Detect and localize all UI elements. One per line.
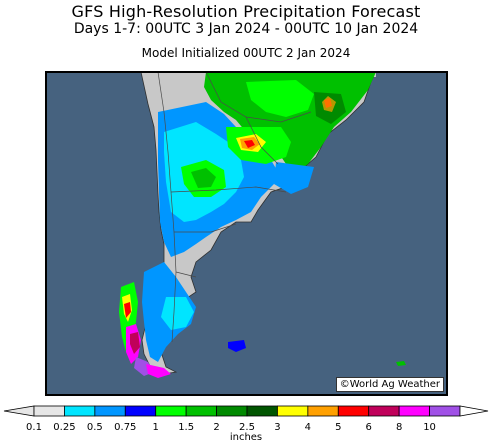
colorbar-tick-label: 0.1 — [26, 422, 42, 433]
map-canvas — [46, 72, 447, 395]
colorbar-segment — [94, 405, 126, 417]
colorbar-segment — [277, 405, 309, 417]
colorbar-tick-label: 2 — [213, 422, 220, 433]
colorbar-tick-label: 8 — [395, 422, 403, 433]
colorbar-tick-label: 4 — [304, 422, 312, 433]
colorbar-tick-label: 3 — [274, 422, 281, 433]
political-borders — [157, 72, 312, 343]
colorbar-segment — [33, 405, 65, 417]
precipitation-colorbar — [3, 405, 489, 417]
colorbar-tick-label: 5 — [335, 422, 342, 433]
colorbar-segment — [246, 405, 278, 417]
copyright-credit: ©World Ag Weather — [335, 377, 444, 392]
colorbar-high-arrow — [459, 405, 489, 417]
map-title: GFS High-Resolution Precipitation Foreca… — [71, 2, 421, 21]
precipitation-overlay — [119, 72, 406, 378]
colorbar-tick-label: 6 — [365, 422, 372, 433]
colorbar-segment — [429, 405, 461, 417]
colorbar-segment — [337, 405, 370, 417]
colorbar-segment — [368, 405, 400, 417]
colorbar-tick-label: 1.5 — [178, 422, 195, 433]
colorbar-segment — [64, 405, 96, 417]
colorbar-segment — [216, 405, 248, 417]
colorbar-segment — [185, 405, 217, 417]
colorbar-segment — [155, 405, 187, 417]
colorbar-low-arrow — [3, 405, 35, 417]
colorbar-tick-label: 2.5 — [239, 422, 255, 433]
forecast-period: Days 1-7: 00UTC 3 Jan 2024 - 00UTC 10 Ja… — [73, 21, 419, 37]
colorbar-segment — [307, 405, 339, 417]
colorbar-tick-label: 0.75 — [114, 422, 137, 433]
colorbar-tick-label: 1 — [152, 422, 159, 433]
colorbar-segment — [398, 405, 430, 417]
colorbar-tick-label: 0.25 — [53, 422, 76, 433]
colorbar-tick-label: 0.5 — [86, 422, 103, 433]
map-frame — [46, 72, 447, 395]
colorbar-unit: inches — [229, 432, 263, 443]
colorbar-tick-label: 10 — [423, 422, 436, 433]
model-initialized-label: Model Initialized 00UTC 2 Jan 2024 — [141, 46, 351, 60]
precipitation-map: ©World Ag Weather — [45, 71, 448, 396]
colorbar-segment — [124, 405, 157, 417]
